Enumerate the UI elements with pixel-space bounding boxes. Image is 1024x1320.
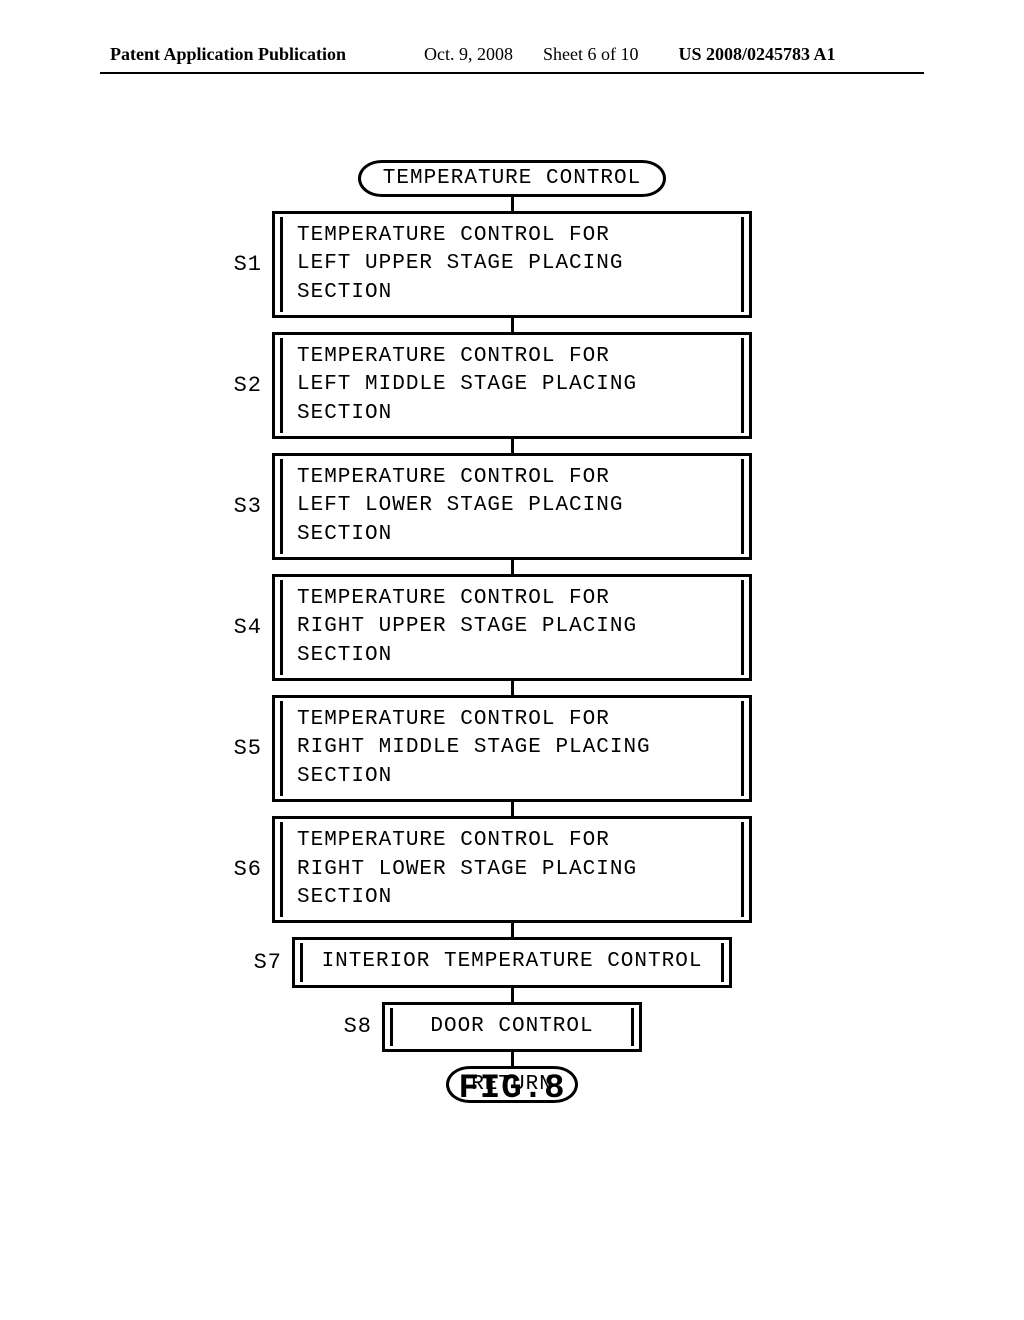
flow-process-box: TEMPERATURE CONTROL FORRIGHT MIDDLE STAG…: [272, 695, 752, 802]
flow-connector: [511, 1052, 514, 1066]
flow-step-id: S6: [222, 857, 262, 882]
flow-process-box: TEMPERATURE CONTROL FORRIGHT LOWER STAGE…: [272, 816, 752, 923]
header-divider: [100, 72, 924, 74]
flow-process-text: DOOR CONTROL: [399, 1013, 625, 1041]
patent-header: Patent Application Publication Oct. 9, 2…: [0, 44, 1024, 65]
flow-process-text: TEMPERATURE CONTROL FORLEFT LOWER STAGE …: [289, 464, 735, 549]
flow-step-row: S6 TEMPERATURE CONTROL FORRIGHT LOWER STA…: [222, 816, 802, 923]
flow-step-row: S7 INTERIOR TEMPERATURE CONTROL: [222, 937, 802, 987]
flow-process-box: TEMPERATURE CONTROL FORLEFT UPPER STAGE …: [272, 211, 752, 318]
publication-number: US 2008/0245783 A1: [679, 44, 836, 65]
flow-step-row: S8 DOOR CONTROL: [222, 1002, 802, 1052]
flowchart: TEMPERATURE CONTROL S1 TEMPERATURE CONTRO…: [0, 160, 1024, 1103]
flow-step-id: S5: [222, 736, 262, 761]
flow-process-box: INTERIOR TEMPERATURE CONTROL: [292, 937, 732, 987]
flow-step-row: S1 TEMPERATURE CONTROL FORLEFT UPPER STAG…: [222, 211, 802, 318]
flow-process-box: DOOR CONTROL: [382, 1002, 642, 1052]
flow-step-id: S8: [332, 1014, 372, 1039]
flow-connector: [511, 802, 514, 816]
flow-connector: [511, 439, 514, 453]
flow-connector: [511, 988, 514, 1002]
flow-step-id: S2: [222, 373, 262, 398]
flow-start-label: TEMPERATURE CONTROL: [383, 167, 641, 190]
flow-process-box: TEMPERATURE CONTROL FORLEFT LOWER STAGE …: [272, 453, 752, 560]
flow-process-text: TEMPERATURE CONTROL FORLEFT MIDDLE STAGE…: [289, 343, 735, 428]
flow-process-box: TEMPERATURE CONTROL FORLEFT MIDDLE STAGE…: [272, 332, 752, 439]
flow-process-box: TEMPERATURE CONTROL FORRIGHT UPPER STAGE…: [272, 574, 752, 681]
flow-step-row: S5 TEMPERATURE CONTROL FORRIGHT MIDDLE ST…: [222, 695, 802, 802]
figure-caption: FIG.8: [0, 1070, 1024, 1108]
publication-label: Patent Application Publication: [110, 44, 346, 65]
flow-process-text: TEMPERATURE CONTROL FORRIGHT LOWER STAGE…: [289, 827, 735, 912]
flow-step-id: S7: [242, 950, 282, 975]
flow-step-row: S4 TEMPERATURE CONTROL FORRIGHT UPPER STA…: [222, 574, 802, 681]
flow-step-id: S4: [222, 615, 262, 640]
publication-sheet: Sheet 6 of 10: [543, 44, 638, 65]
flow-process-text: TEMPERATURE CONTROL FORRIGHT MIDDLE STAG…: [289, 706, 735, 791]
flow-connector: [511, 318, 514, 332]
publication-date: Oct. 9, 2008: [424, 44, 513, 65]
flow-process-text: TEMPERATURE CONTROL FORRIGHT UPPER STAGE…: [289, 585, 735, 670]
flow-start: TEMPERATURE CONTROL: [358, 160, 666, 197]
flow-connector: [511, 197, 514, 211]
flow-connector: [511, 560, 514, 574]
flow-step-id: S3: [222, 494, 262, 519]
flow-process-text: TEMPERATURE CONTROL FORLEFT UPPER STAGE …: [289, 222, 735, 307]
flow-step-id: S1: [222, 252, 262, 277]
flow-step-row: S2 TEMPERATURE CONTROL FORLEFT MIDDLE STA…: [222, 332, 802, 439]
flow-step-row: S3 TEMPERATURE CONTROL FORLEFT LOWER STAG…: [222, 453, 802, 560]
flow-connector: [511, 923, 514, 937]
flow-process-text: INTERIOR TEMPERATURE CONTROL: [309, 948, 715, 976]
flow-connector: [511, 681, 514, 695]
